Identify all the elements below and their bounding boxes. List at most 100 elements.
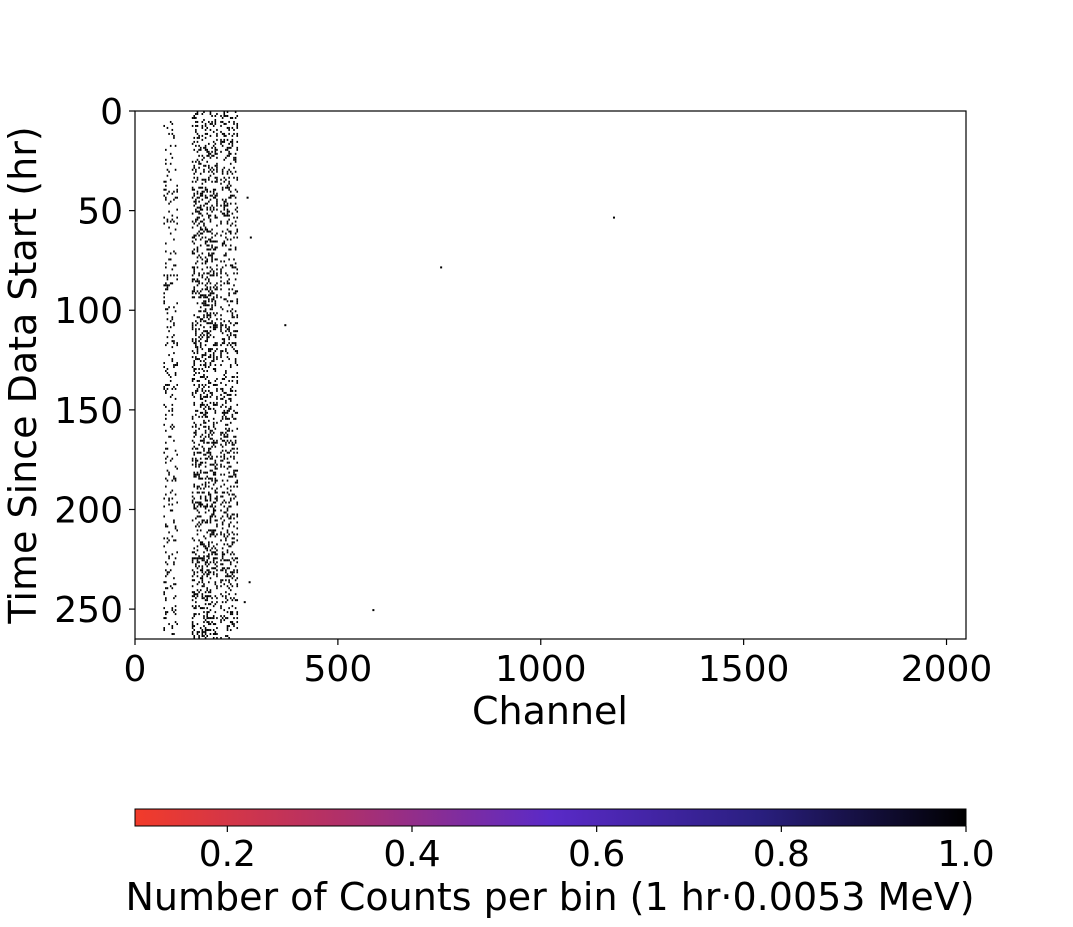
heatmap-bin: [234, 393, 237, 396]
heatmap-bin: [216, 204, 218, 207]
heatmap-bin: [236, 376, 239, 378]
heatmap-bin: [233, 513, 235, 516]
heatmap-bin: [208, 298, 210, 301]
heatmap-bin: [204, 461, 207, 464]
heatmap-bin: [193, 188, 196, 191]
heatmap-bin: [203, 555, 205, 558]
heatmap-bin: [201, 387, 204, 390]
heatmap-bin: [221, 377, 224, 380]
heatmap-bin: [166, 168, 169, 171]
heatmap-bin: [204, 124, 207, 127]
heatmap-bin: [216, 296, 218, 299]
heatmap-bin: [220, 138, 222, 141]
heatmap-bin: [234, 334, 237, 337]
heatmap-bin: [168, 503, 170, 506]
heatmap-bin: [196, 595, 199, 598]
heatmap-bin: [191, 625, 194, 628]
heatmap-bin: [231, 613, 234, 616]
heatmap-bin: [204, 304, 207, 307]
heatmap-bin: [165, 493, 167, 496]
heatmap-bin: [206, 338, 209, 341]
heatmap-bin: [229, 465, 232, 468]
heatmap-bin: [196, 250, 199, 253]
heatmap-bin: [176, 362, 178, 365]
heatmap-bin: [228, 342, 230, 345]
heatmap-bin: [236, 300, 239, 303]
heatmap-bin: [212, 292, 215, 295]
heatmap-bin: [203, 118, 205, 121]
heatmap-bin: [212, 192, 215, 195]
heatmap-bin: [211, 154, 213, 157]
heatmap-bin: [228, 505, 230, 508]
heatmap-bin: [168, 473, 170, 476]
heatmap-bin: [226, 328, 229, 331]
heatmap-bin: [163, 274, 165, 277]
heatmap-bin: [223, 505, 226, 508]
heatmap-bin: [198, 443, 200, 446]
heatmap-bin: [221, 527, 224, 530]
heatmap-bin: [211, 529, 213, 532]
heatmap-bin: [214, 471, 217, 474]
heatmap-bin: [204, 228, 207, 231]
heatmap-bin: [165, 569, 167, 572]
heatmap-bin: [169, 320, 172, 323]
heatmap-bin: [216, 627, 218, 630]
heatmap-bin: [204, 505, 207, 508]
heatmap-bin: [173, 583, 175, 586]
heatmap-bin: [163, 387, 165, 390]
heatmap-bin: [220, 485, 222, 488]
heatmap-bin: [234, 579, 237, 582]
heatmap-bin: [176, 467, 178, 470]
heatmap-bin: [199, 393, 202, 396]
heatmap-bin: [204, 485, 207, 488]
heatmap-bin: [226, 170, 229, 173]
heatmap-bin: [174, 374, 177, 376]
heatmap-bin: [168, 202, 170, 205]
heatmap-bin: [209, 401, 212, 404]
heatmap-bin: [212, 368, 215, 371]
heatmap-bin: [228, 328, 230, 331]
heatmap-bin: [201, 154, 204, 157]
heatmap-bin: [196, 447, 199, 450]
heatmap-bin: [201, 276, 204, 279]
heatmap-bin: [226, 172, 229, 175]
heatmap-bin: [206, 471, 209, 474]
heatmap-bin: [165, 370, 167, 373]
heatmap-bin: [221, 595, 224, 598]
heatmap-bin: [209, 270, 212, 273]
heatmap-bin: [228, 575, 230, 578]
heatmap-bin: [203, 354, 205, 357]
heatmap-bin: [204, 563, 207, 566]
heatmap-bin: [208, 493, 210, 496]
heatmap-bin: [229, 455, 232, 458]
heatmap-bin: [165, 389, 167, 392]
heatmap-bin: [221, 445, 224, 448]
heatmap-bin: [211, 455, 213, 458]
heatmap-bin: [209, 529, 212, 532]
heatmap-bin: [211, 304, 213, 307]
heatmap-bin: [214, 631, 217, 634]
heatmap-bin: [211, 463, 213, 466]
heatmap-bin: [221, 120, 224, 123]
heatmap-bin: [165, 617, 167, 620]
heatmap-bin: [196, 218, 199, 221]
heatmap-bin: [165, 162, 167, 165]
heatmap-bin: [166, 220, 169, 223]
heatmap-bin: [231, 312, 234, 315]
heatmap-bin: [233, 455, 235, 458]
heatmap-bin: [199, 208, 202, 211]
heatmap-bin: [204, 256, 207, 259]
heatmap-bin: [228, 152, 230, 155]
heatmap-bin: [203, 471, 205, 474]
heatmap-bin: [214, 150, 217, 153]
heatmap-bin: [198, 485, 200, 488]
heatmap-bin: [216, 138, 218, 141]
heatmap-bin: [214, 120, 217, 123]
heatmap-bin: [165, 308, 167, 311]
heatmap-bin: [216, 519, 218, 522]
heatmap-bin: [212, 423, 215, 426]
heatmap-bin: [228, 336, 230, 339]
heatmap-bin: [221, 403, 224, 406]
heatmap-bin: [193, 383, 196, 386]
heatmap-bin: [209, 190, 212, 193]
